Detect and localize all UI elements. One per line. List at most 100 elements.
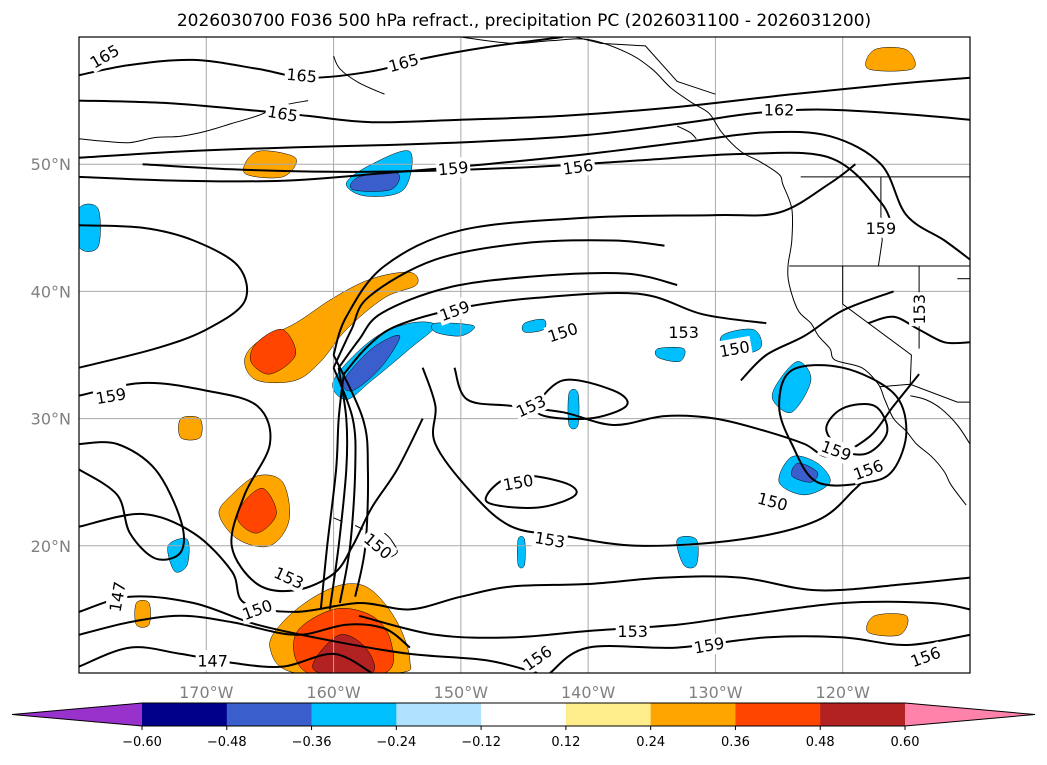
contour-label-background	[816, 435, 856, 466]
contour-line-150	[484, 474, 578, 509]
contour-label-background	[195, 650, 230, 671]
political-border	[842, 266, 912, 385]
contour-line-153	[358, 600, 970, 639]
colorbar-tick-label: −0.36	[292, 735, 332, 750]
precip-area	[237, 488, 277, 534]
political-border	[879, 383, 970, 403]
colorbar-segment	[396, 703, 482, 726]
contour-label-background	[666, 322, 701, 343]
contour-line-153	[328, 367, 349, 610]
lon-tick-label: 150°W	[434, 683, 489, 702]
colorbar-segment	[142, 703, 228, 726]
contour-line-156	[778, 364, 908, 487]
precip-area	[79, 203, 101, 252]
lon-tick-label: 120°W	[816, 683, 871, 702]
contour-line-156	[79, 595, 538, 673]
contour-line-159	[332, 354, 370, 597]
lon-tick-label: 160°W	[306, 683, 361, 702]
contour-label-background	[269, 561, 309, 594]
contour-line-156	[332, 239, 665, 369]
contour-label-background	[531, 526, 569, 553]
precip-area	[865, 47, 916, 72]
colorbar-tick-label: −0.12	[461, 735, 501, 750]
colorbar-tick-label: −0.60	[122, 735, 162, 750]
coastline	[354, 524, 364, 530]
contour-line-159	[79, 441, 186, 561]
contour-label-background	[358, 527, 398, 565]
contour-line-150	[343, 292, 767, 375]
colorbar-tick-label: 0.24	[636, 735, 665, 750]
contour-label: 162	[764, 101, 795, 120]
colorbar-segment	[650, 703, 736, 726]
colorbar-tick-label: 0.12	[551, 735, 580, 750]
contour-line-153	[79, 512, 970, 613]
contour-line-156	[332, 367, 357, 604]
contour-label-background	[863, 217, 898, 238]
contour-label-background	[92, 382, 130, 409]
contour-label-background	[435, 295, 474, 326]
coastline	[384, 532, 398, 559]
lat-tick-label: 30°N	[31, 410, 71, 429]
colorbar-extend-high	[905, 703, 1035, 726]
colorbar-segment	[735, 703, 821, 726]
precip-area	[134, 600, 151, 628]
contour-label-background	[906, 641, 945, 672]
precip-area	[178, 415, 203, 441]
lat-tick-label: 40°N	[31, 282, 71, 301]
contour-label-background	[499, 469, 537, 496]
contour-line-156	[740, 290, 894, 382]
colorbar-segment	[565, 703, 652, 726]
contour-line-153	[453, 367, 920, 458]
colorbar-tick-label: 0.36	[721, 735, 750, 750]
contour-line-159	[825, 403, 889, 456]
contour-line-153	[337, 272, 678, 369]
grid-lines	[79, 37, 970, 673]
contour-line-150	[421, 367, 882, 547]
precip-area	[654, 347, 686, 362]
precip-area	[866, 613, 909, 637]
contour-line-165	[79, 76, 970, 124]
precip-area	[521, 318, 547, 333]
contour-label-background	[716, 335, 753, 362]
contour-label-background	[848, 454, 888, 485]
colorbar-tick-label: −0.48	[207, 735, 247, 750]
colorbar-tick-label: −0.24	[376, 735, 416, 750]
colorbar-segment	[820, 703, 906, 726]
lon-tick-label: 130°W	[688, 683, 743, 702]
colorbar-tick-label: 0.48	[806, 735, 835, 750]
contour-line-153	[867, 315, 970, 345]
contour-label: 153	[910, 294, 929, 325]
colorbar-extend-low	[12, 703, 142, 726]
coastline	[910, 395, 970, 445]
colorbar-segment	[311, 703, 397, 726]
contour-label-background	[237, 594, 277, 625]
lon-tick-label: 140°W	[561, 683, 616, 702]
coastline	[676, 125, 697, 140]
contour-line-162	[79, 108, 970, 159]
contour-label-background	[283, 63, 320, 87]
contour-line-147	[79, 646, 373, 673]
precip-area	[517, 536, 526, 569]
lat-tick-label: 20°N	[31, 537, 71, 556]
contour-label-background	[615, 621, 650, 642]
contour-label: 147	[197, 651, 228, 670]
contour-line-159	[79, 381, 424, 593]
contour-label: 153	[617, 622, 648, 641]
contour-label-background	[517, 639, 557, 673]
precip-area	[567, 388, 580, 430]
longitude-tick-labels: 170°W 160°W 150°W 140°W 130°W 120°W	[179, 683, 870, 702]
map-background	[79, 37, 970, 673]
coastline	[460, 37, 967, 506]
contour-line-159	[332, 163, 857, 356]
contour-line-150	[79, 614, 411, 649]
contour-label-background	[264, 100, 302, 127]
contour-label: 156	[562, 156, 595, 179]
colorbar: −0.60 −0.48 −0.36 −0.24 −0.12 0.12 0.24 0.36 0.4…	[11, 702, 1036, 750]
contour-label-background	[511, 389, 551, 423]
contour-label-background	[104, 578, 130, 616]
colorbar-segment	[226, 703, 313, 726]
lon-tick-label: 170°W	[179, 683, 234, 702]
refractivity-contours-layer	[79, 37, 970, 673]
